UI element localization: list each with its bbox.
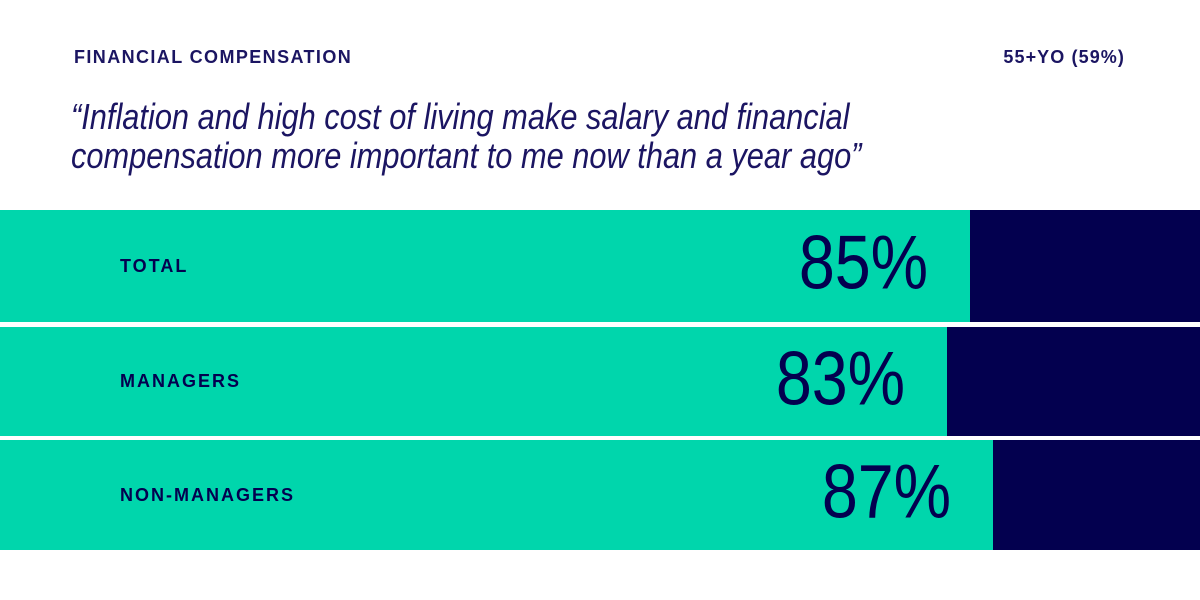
bar-category-label: TOTAL [120, 255, 189, 276]
bar-fill: NON-MANAGERS 87% [0, 440, 993, 550]
quote-text: “Inflation and high cost of living make … [71, 97, 861, 175]
quote-line-1: “Inflation and high cost of living make … [71, 96, 850, 137]
bar-category-label: NON-MANAGERS [120, 484, 295, 505]
category-title: FINANCIAL COMPENSATION [74, 47, 353, 67]
bar-value-label: 83% [775, 336, 905, 422]
bar-fill: MANAGERS 83% [0, 327, 947, 436]
quote-line-2: compensation more important to me now th… [71, 135, 862, 176]
bar-row: TOTAL 85% [0, 210, 1200, 322]
bar-category-label: MANAGERS [120, 371, 242, 391]
header: FINANCIAL COMPENSATION 55+YO (59%) [74, 48, 1125, 66]
bar-chart: TOTAL 85% MANAGERS 83% NON-MANAGERS 87% [0, 210, 1200, 550]
bar-row: NON-MANAGERS 87% [0, 440, 1200, 550]
bar-value-label: 85% [798, 220, 928, 306]
bar-fill: TOTAL 85% [0, 210, 970, 322]
bar-value-label: 87% [821, 449, 951, 535]
segment-highlight-label: 55+YO (59%) [1003, 47, 1125, 67]
bar-row: MANAGERS 83% [0, 327, 1200, 436]
